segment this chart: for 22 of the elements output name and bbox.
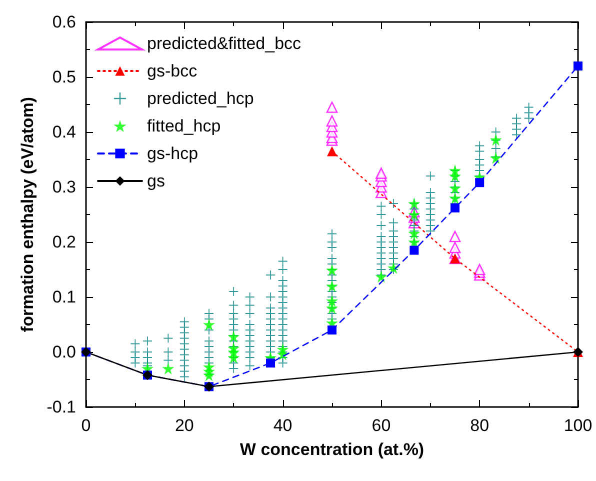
- y-axis-title: formation enthalpy (eV/atom): [18, 96, 37, 332]
- x-tick-label: 40: [273, 416, 292, 435]
- legend-label: gs-hcp: [147, 144, 198, 163]
- x-tick-label: 0: [81, 416, 91, 435]
- x-tick-label: 60: [372, 416, 391, 435]
- y-tick-label: 0.3: [52, 178, 76, 196]
- legend-label: fitted_hcp: [147, 116, 221, 136]
- y-tick-label: 0.2: [52, 232, 76, 252]
- y-tick-label: 0.6: [52, 12, 76, 32]
- y-tick-label: 0.4: [52, 122, 76, 142]
- y-tick-label: 0.1: [52, 288, 76, 306]
- legend-label: gs-bcc: [147, 62, 198, 80]
- y-tick-label: 0.0: [52, 342, 76, 362]
- x-tick-label: 20: [174, 416, 194, 435]
- y-tick-label: -0.1: [46, 398, 76, 416]
- x-axis-title: W concentration (at.%): [240, 440, 424, 459]
- legend-label: predicted&fitted_bcc: [147, 34, 302, 53]
- legend-label: predicted_hcp: [147, 89, 254, 108]
- legend-label: gs: [147, 172, 165, 190]
- x-tick-label: 100: [564, 416, 592, 435]
- x-tick-label: 80: [470, 416, 490, 435]
- y-tick-label: 0.5: [52, 68, 76, 86]
